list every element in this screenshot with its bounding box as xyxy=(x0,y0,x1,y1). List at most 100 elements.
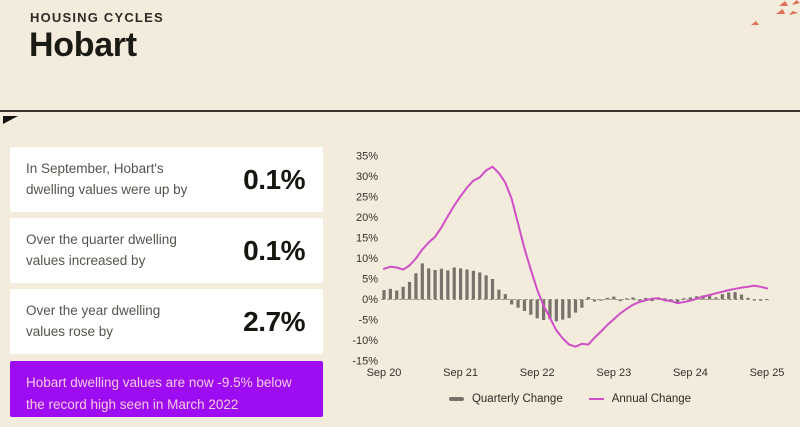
quarterly-bar xyxy=(497,289,501,300)
y-tick-label: -5% xyxy=(358,315,378,327)
quarterly-bar xyxy=(644,297,648,300)
quarterly-bar xyxy=(465,269,469,300)
stat-cards: In September, Hobart's dwelling values w… xyxy=(10,147,323,360)
y-tick-label: 5% xyxy=(362,274,378,286)
quarterly-bar xyxy=(618,299,622,302)
quarterly-bar xyxy=(624,298,629,300)
record-high-banner: Hobart dwelling values are now -9.5% bel… xyxy=(10,361,323,417)
y-tick-label: 15% xyxy=(356,233,378,245)
banner-text: Hobart dwelling values are now -9.5% bel… xyxy=(26,375,292,412)
quarterly-bar xyxy=(580,299,584,308)
legend-label: Quarterly Change xyxy=(471,393,563,405)
quarterly-bar xyxy=(752,299,756,301)
quarterly-bar xyxy=(612,296,616,300)
x-tick-label: Sep 22 xyxy=(520,367,555,379)
quarterly-bar xyxy=(605,297,610,300)
stat-value: 2.7% xyxy=(243,305,305,337)
quarterly-bar xyxy=(554,299,558,322)
quarterly-bar xyxy=(573,299,578,313)
quarterly-bar xyxy=(567,299,571,318)
quarterly-bar xyxy=(548,299,552,320)
quarterly-bar xyxy=(459,268,463,300)
x-tick-label: Sep 23 xyxy=(596,367,631,379)
quarterly-bar xyxy=(720,294,724,300)
stat-label: Over the year dwelling values rose by xyxy=(26,302,161,339)
annual-marker-icon xyxy=(588,398,604,400)
quarterly-bar xyxy=(427,268,431,300)
quarterly-bar xyxy=(561,299,565,320)
y-tick-label: 20% xyxy=(356,212,378,224)
legend-label: Annual Change xyxy=(611,393,692,405)
x-tick-label: Sep 25 xyxy=(750,367,785,379)
y-tick-label: 25% xyxy=(356,192,378,204)
y-tick-label: 10% xyxy=(356,253,378,265)
stat-value: 0.1% xyxy=(243,163,305,195)
quarterly-bar xyxy=(714,297,718,300)
page-title: Hobart xyxy=(29,26,137,64)
quarterly-bar xyxy=(688,297,692,300)
stat-label: Over the quarter dwelling values increas… xyxy=(26,231,177,268)
eyebrow-label: HOUSING CYCLES xyxy=(30,10,164,25)
logo-triangle-icon xyxy=(776,9,785,14)
quarterly-bar xyxy=(452,267,456,300)
stat-label: In September, Hobart's dwelling values w… xyxy=(26,160,188,197)
quarterly-bar xyxy=(516,299,520,308)
quarterly-bar xyxy=(503,294,507,300)
quarterly-bar xyxy=(707,294,712,300)
quarterly-bar xyxy=(420,263,424,300)
x-tick-label: Sep 20 xyxy=(367,367,402,379)
quarterly-bar xyxy=(478,272,482,300)
y-tick-label: 35% xyxy=(356,151,378,163)
stat-card-quarter: Over the quarter dwelling values increas… xyxy=(10,218,323,283)
logo-triangle-icon xyxy=(779,1,788,6)
y-tick-label: 0% xyxy=(362,294,378,306)
y-tick-label: -15% xyxy=(352,356,378,368)
quarterly-bar xyxy=(490,279,495,300)
header-divider xyxy=(0,110,800,112)
quarterly-bar xyxy=(586,297,590,300)
quarterly-bar xyxy=(650,299,654,302)
quarterly-marker-icon xyxy=(448,397,464,401)
quarterly-bar xyxy=(682,298,686,300)
quarterly-bar xyxy=(663,298,667,300)
quarterly-bar xyxy=(510,299,514,305)
quarterly-bar xyxy=(414,273,418,300)
annual-line xyxy=(383,165,768,348)
quarterly-bar xyxy=(739,294,744,300)
quarterly-bar xyxy=(631,297,635,300)
quarterly-bar xyxy=(388,288,392,300)
stat-value: 0.1% xyxy=(243,234,305,266)
logo-triangle-icon xyxy=(792,0,800,5)
legend-item-annual: Annual Change xyxy=(588,393,692,405)
quarterly-bar xyxy=(727,292,731,300)
logo-triangle-icon xyxy=(789,11,798,15)
x-tick-label: Sep 21 xyxy=(443,367,478,379)
stat-card-year: Over the year dwelling values rose by 2.… xyxy=(10,289,323,354)
quarterly-bar xyxy=(637,299,641,301)
quarterly-bar xyxy=(676,299,680,303)
quarterly-bar xyxy=(382,290,386,300)
stat-card-month: In September, Hobart's dwelling values w… xyxy=(10,147,323,212)
quarterly-bar xyxy=(593,299,597,302)
quarterly-bar xyxy=(759,299,763,301)
quarterly-bar xyxy=(529,299,533,315)
chart-legend: Quarterly Change Annual Change xyxy=(345,393,795,405)
y-tick-label: 30% xyxy=(356,171,378,183)
quarterly-bar xyxy=(471,270,475,300)
housing-cycles-chart: 35% 30% 25% 20% 15% 10% 5% 0% -5% -10% -15%Sep 20 S… xyxy=(352,151,785,380)
logo-triangle-icon xyxy=(751,21,759,25)
quarterly-bar xyxy=(535,299,539,319)
quarterly-bar xyxy=(484,275,488,300)
y-tick-label: -10% xyxy=(352,335,378,347)
quarterly-bar xyxy=(541,299,546,320)
corner-triangle-icon xyxy=(3,116,18,124)
quarterly-bar xyxy=(746,297,750,300)
quarterly-bar xyxy=(401,286,405,300)
quarterly-bar xyxy=(407,281,412,300)
quarterly-bar xyxy=(439,268,444,300)
quarterly-bar xyxy=(765,299,769,301)
quarterly-bar xyxy=(446,270,450,300)
quarterly-bar xyxy=(599,299,603,301)
legend-item-quarterly: Quarterly Change xyxy=(448,393,563,405)
